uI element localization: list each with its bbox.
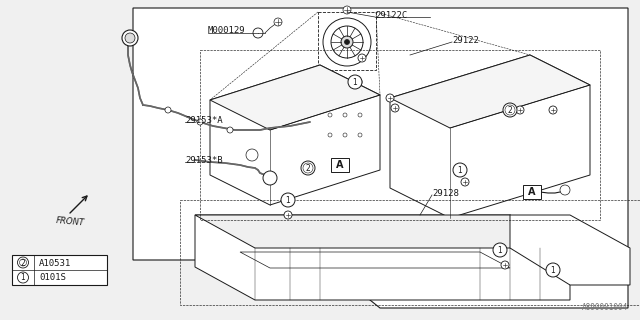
Circle shape: [281, 193, 295, 207]
Text: A: A: [336, 160, 344, 170]
Circle shape: [284, 211, 292, 219]
Text: 29122C: 29122C: [375, 11, 407, 20]
Circle shape: [343, 133, 347, 137]
Circle shape: [505, 105, 515, 115]
Text: 0101S: 0101S: [39, 274, 66, 283]
Bar: [12, 255, 107, 285]
Polygon shape: [510, 215, 630, 285]
Circle shape: [501, 261, 509, 269]
Circle shape: [549, 106, 557, 114]
Polygon shape: [195, 215, 570, 300]
Text: 1: 1: [498, 246, 502, 255]
Circle shape: [493, 243, 507, 257]
Circle shape: [303, 163, 313, 173]
Circle shape: [328, 113, 332, 117]
Polygon shape: [133, 8, 628, 308]
Circle shape: [284, 196, 292, 204]
Polygon shape: [210, 65, 380, 205]
Circle shape: [343, 6, 351, 14]
Circle shape: [328, 133, 332, 137]
Text: A890001004: A890001004: [582, 303, 628, 312]
Circle shape: [358, 133, 362, 137]
Circle shape: [560, 185, 570, 195]
Text: 2: 2: [508, 106, 513, 115]
Text: 1: 1: [550, 266, 556, 275]
Circle shape: [331, 26, 363, 58]
Polygon shape: [195, 215, 570, 248]
Circle shape: [546, 263, 560, 277]
Text: 29128: 29128: [432, 188, 459, 197]
Text: A: A: [528, 187, 536, 197]
Polygon shape: [390, 55, 590, 218]
Text: 29122: 29122: [452, 36, 479, 44]
Circle shape: [17, 257, 29, 268]
Circle shape: [344, 39, 349, 44]
Circle shape: [301, 161, 315, 175]
Circle shape: [496, 246, 504, 254]
Polygon shape: [390, 55, 590, 128]
Circle shape: [197, 119, 203, 125]
Text: 1: 1: [20, 274, 26, 283]
Circle shape: [358, 54, 366, 62]
Text: M000129: M000129: [208, 26, 246, 35]
Circle shape: [503, 103, 517, 117]
Bar: [180, 200, 640, 305]
Circle shape: [125, 33, 135, 43]
Circle shape: [19, 259, 26, 266]
Circle shape: [391, 104, 399, 112]
Circle shape: [253, 28, 263, 38]
Text: FRONT: FRONT: [56, 216, 85, 227]
Text: 2: 2: [20, 259, 26, 268]
Circle shape: [343, 113, 347, 117]
Circle shape: [122, 30, 138, 46]
Circle shape: [341, 36, 353, 48]
Circle shape: [453, 163, 467, 177]
Circle shape: [516, 106, 524, 114]
Circle shape: [227, 127, 233, 133]
Circle shape: [246, 149, 258, 161]
Text: A10531: A10531: [39, 259, 71, 268]
Text: 1: 1: [353, 78, 357, 87]
Circle shape: [348, 75, 362, 89]
Circle shape: [461, 178, 469, 186]
Text: 2: 2: [306, 164, 310, 173]
Text: 1: 1: [285, 196, 291, 205]
Bar: [523, 185, 541, 199]
Bar: [318, 12, 376, 70]
Text: 29153*B: 29153*B: [185, 156, 223, 164]
Circle shape: [386, 94, 394, 102]
Bar: [200, 50, 600, 220]
Circle shape: [323, 18, 371, 66]
Polygon shape: [210, 65, 380, 130]
Circle shape: [165, 107, 171, 113]
Circle shape: [17, 272, 29, 283]
Circle shape: [274, 18, 282, 26]
Text: 29153*A: 29153*A: [185, 116, 223, 124]
Circle shape: [263, 171, 277, 185]
Circle shape: [354, 78, 362, 86]
Circle shape: [456, 166, 464, 174]
Circle shape: [358, 113, 362, 117]
Polygon shape: [240, 252, 510, 268]
Text: 1: 1: [458, 166, 462, 175]
Bar: [331, 158, 349, 172]
